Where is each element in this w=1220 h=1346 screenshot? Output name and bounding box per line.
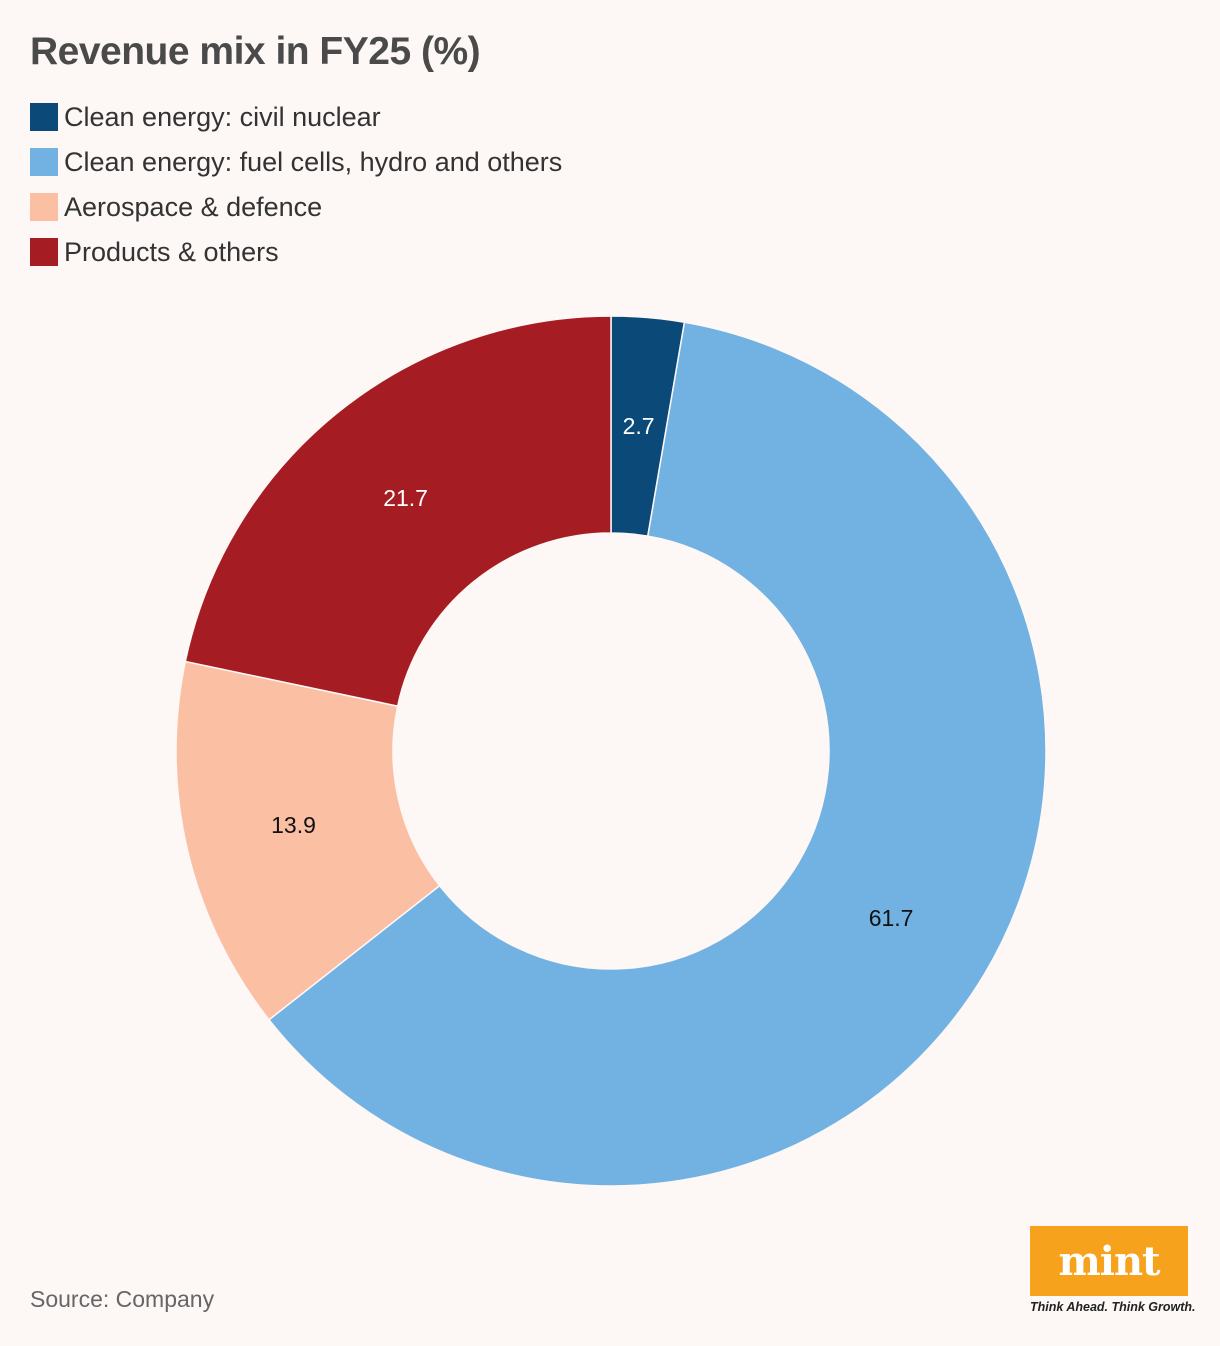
legend-swatch-fuel-cells-hydro (30, 148, 58, 176)
legend-label-fuel-cells-hydro: Clean energy: fuel cells, hydro and othe… (64, 146, 563, 177)
chart-title: Revenue mix in FY25 (%) (30, 30, 481, 73)
chart-legend: Clean energy: civil nuclear Clean energy… (30, 100, 562, 280)
legend-item-products-others: Products & others (30, 235, 562, 269)
slice-label-products-others: 21.7 (383, 485, 428, 511)
slice-label-aerospace-defence: 13.9 (271, 812, 316, 838)
mint-logo-wordmark: mint (1058, 1237, 1160, 1285)
legend-swatch-products-others (30, 238, 58, 266)
legend-item-civil-nuclear: Clean energy: civil nuclear (30, 100, 562, 134)
legend-label-aerospace-defence: Aerospace & defence (64, 191, 323, 222)
legend-swatch-aerospace-defence (30, 193, 58, 221)
legend-label-products-others: Products & others (64, 236, 279, 267)
mint-logo-box: mint (1030, 1226, 1188, 1296)
slice-products-others (184, 315, 612, 708)
legend-item-fuel-cells-hydro: Clean energy: fuel cells, hydro and othe… (30, 145, 562, 179)
legend-swatch-civil-nuclear (30, 103, 58, 131)
slice-aerospace-defence (175, 660, 441, 1021)
legend-label-civil-nuclear: Clean energy: civil nuclear (64, 101, 381, 132)
slice-label-civil-nuclear: 2.7 (623, 413, 655, 439)
legend-item-aerospace-defence: Aerospace & defence (30, 190, 562, 224)
source-note: Source: Company (30, 1286, 215, 1312)
mint-logo: mint Think Ahead. Think Growth. (1030, 1226, 1196, 1314)
mint-logo-tagline: Think Ahead. Think Growth. (1030, 1300, 1196, 1314)
slice-label-fuel-cells-hydro: 61.7 (869, 905, 914, 931)
slice-fuel-cells-hydro (267, 321, 1047, 1187)
